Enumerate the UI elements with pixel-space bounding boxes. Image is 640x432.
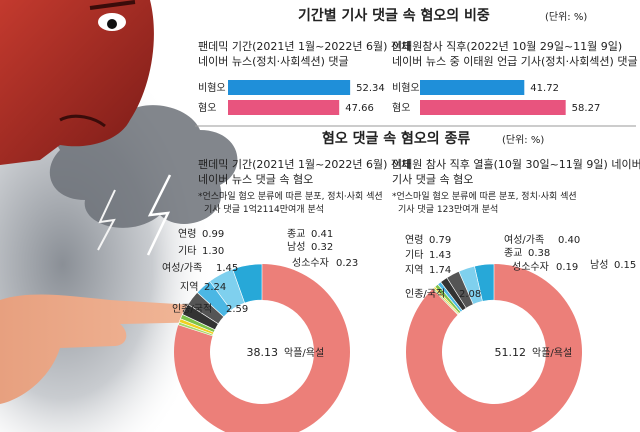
top-left-sub1: 팬데믹 기간(2021년 1월~2022년 6월) 전체	[198, 40, 411, 53]
bottom-title: 혐오 댓글 속 혐오의 종류	[322, 130, 470, 147]
bar	[228, 80, 351, 95]
slice-category-label: 성소수자	[512, 261, 549, 273]
slice-value-label: 0.23	[336, 258, 358, 269]
pie-slice	[232, 263, 263, 304]
bar-value-label: 58.27	[572, 103, 601, 114]
lightning-icon	[146, 174, 172, 256]
bottom-section: 혐오 댓글 속 혐오의 종류 (단위: %) 팬데믹 기간(2021년 1월~2…	[162, 130, 640, 432]
pie-slice	[446, 270, 474, 309]
slice-value-label: 1.74	[429, 265, 451, 276]
slice-value-label: 0.99	[202, 229, 224, 240]
slice-value-label: 1.45	[216, 263, 238, 274]
pie-slice	[458, 265, 483, 305]
slice-category-label: 남성	[590, 259, 608, 271]
eyebrow	[89, 0, 136, 10]
lightning-icon	[97, 189, 116, 251]
pie-slice	[440, 277, 467, 312]
bar	[420, 80, 525, 95]
bar-category-label: 혐오	[198, 102, 216, 114]
slice-category-label: 인종/국적	[172, 303, 212, 315]
slice-value-label: 2.59	[226, 304, 248, 315]
bar-value-label: 52.34	[356, 83, 385, 94]
top-left-sub2: 네이버 뉴스(정치·사회섹션) 댓글	[198, 55, 349, 68]
top-section: 기간별 기사 댓글 속 혐오의 비중 (단위: %) 팬데믹 기간(2021년 …	[195, 7, 638, 127]
slice-value-label: 0.40	[558, 235, 580, 246]
slice-category-label: 기타	[178, 245, 196, 257]
bottom-left-sub1: 팬데믹 기간(2021년 1월~2022년 6월) 전체	[198, 158, 411, 171]
slice-category-label: 연령	[178, 228, 196, 240]
donut-chart-itaewon: 51.12 악플/욕설 인종/국적 2.08 지역 1.74 기타 1.43 연령 0.79 여성/…	[405, 234, 636, 432]
top-right-sub1: 이태원참사 직후(2022년 10월 29일~11월 9일)	[392, 39, 622, 53]
pie-slice	[182, 303, 219, 331]
pie-slice	[177, 321, 214, 337]
slice-category-label: 종교	[504, 247, 522, 259]
slice-category-label: 여성/가족	[162, 262, 202, 274]
bottom-left-sub2: 네이버 뉴스 댓글 속 혐오	[198, 173, 313, 186]
illustration	[0, 0, 250, 432]
slice-category-label: 지역	[405, 264, 423, 276]
bottom-left-note2: 기사 댓글 1억2114만여개 분석	[204, 203, 324, 215]
bar	[420, 100, 566, 115]
pupil	[107, 19, 117, 29]
slice-category-label: 남성	[287, 241, 305, 253]
slice-value-label: 51.12	[495, 346, 527, 359]
slice-value-label: 2.24	[204, 282, 226, 293]
bottom-left-note1: *언스마일 혐오 분류에 따른 분포, 정치·사회 섹션	[198, 190, 383, 202]
pointing-hand	[0, 294, 221, 404]
slice-category-label: 악플/욕설	[532, 347, 572, 359]
slice-value-label: 1.30	[202, 246, 224, 257]
bottom-unit: (단위: %)	[502, 133, 544, 146]
top-unit: (단위: %)	[545, 10, 587, 23]
pie-slice	[187, 292, 225, 325]
bottom-right-sub2: 기사 댓글 속 혐오	[392, 173, 473, 186]
bottom-right-note2: 기사 댓글 123만여개 분석	[398, 203, 498, 215]
slice-category-label: 종교	[287, 228, 305, 240]
angry-face	[0, 0, 154, 165]
pie-slice	[432, 287, 459, 316]
slice-category-label: 기타	[405, 249, 423, 261]
bar-chart-itaewon: 비혐오 41.72 혐오 58.27	[392, 80, 600, 115]
bar-chart-pandemic: 비혐오 52.34 혐오 47.66	[198, 80, 385, 115]
bar-category-label: 비혐오	[392, 82, 420, 94]
slice-value-label: 2.08	[459, 289, 481, 300]
bar-category-label: 비혐오	[198, 82, 226, 94]
bottom-right-sub1: 이태원 참사 직후 열흘(10월 30일~11월 9일) 네이버 관련	[392, 157, 640, 171]
slice-category-label: 성소수자	[292, 257, 329, 269]
bottom-right-note1: *언스마일 혐오 분류에 따른 분포, 정치·사회 섹션	[392, 190, 577, 202]
top-title: 기간별 기사 댓글 속 혐오의 비중	[298, 7, 490, 24]
bar-category-label: 혐오	[392, 102, 410, 114]
slice-category-label: 여성/가족	[504, 234, 544, 246]
mouth	[59, 114, 106, 128]
slice-value-label: 0.32	[311, 242, 333, 253]
slice-category-label: 연령	[405, 234, 423, 246]
slice-value-label: 0.15	[614, 260, 636, 271]
slice-category-label: 지역	[180, 281, 198, 293]
pie-slice	[406, 264, 582, 432]
slice-value-label: 38.13	[247, 346, 279, 359]
bar	[228, 100, 340, 115]
slice-category-label: 인종/국적	[405, 288, 445, 300]
slice-value-label: 0.38	[528, 248, 550, 259]
pie-slice	[196, 280, 232, 318]
slice-value-label: 0.41	[311, 229, 333, 240]
slice-value-label: 0.79	[429, 235, 451, 246]
pie-slice	[174, 264, 350, 432]
pie-slice	[474, 263, 495, 302]
bar-value-label: 41.72	[530, 83, 559, 94]
slice-value-label: 0.19	[556, 262, 578, 273]
pie-slice	[209, 268, 245, 311]
bar-value-label: 47.66	[345, 103, 374, 114]
top-right-sub2: 네이버 뉴스 중 이태원 언급 기사(정치·사회섹션) 댓글	[392, 55, 638, 68]
slice-value-label: 1.43	[429, 250, 451, 261]
slice-category-label: 악플/욕설	[284, 347, 324, 359]
